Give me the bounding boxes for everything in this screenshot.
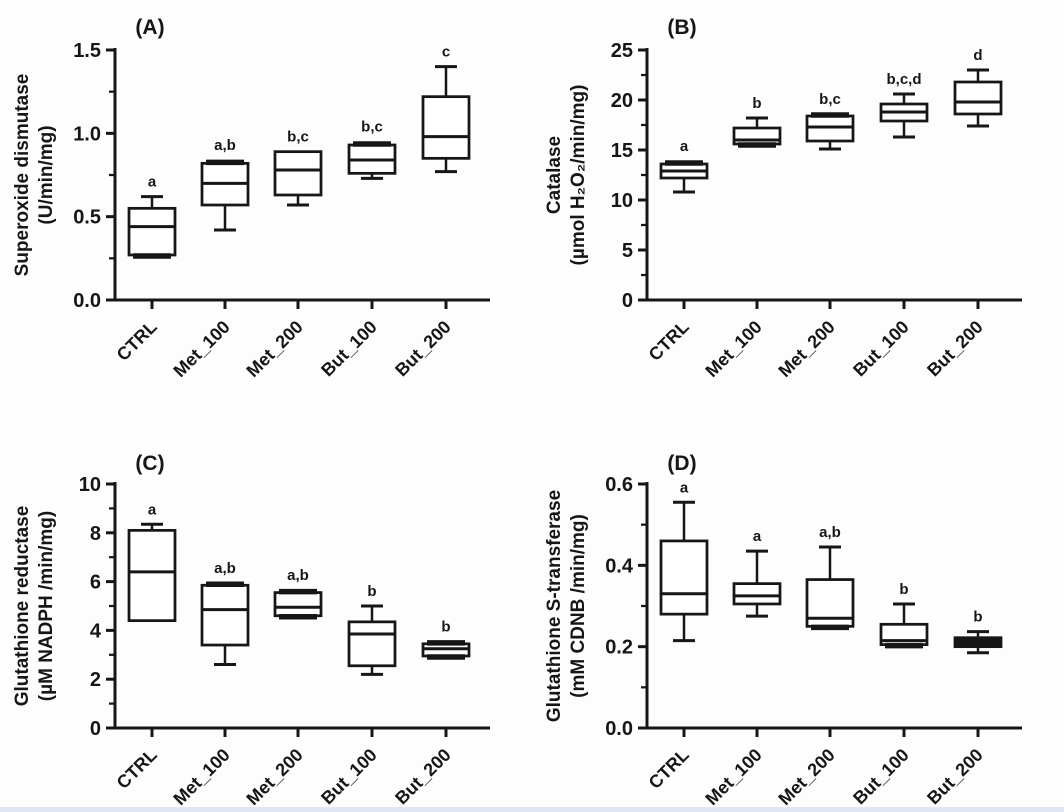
panel-label: (C) (135, 452, 164, 475)
x-tick-label: CTRL (645, 317, 693, 365)
x-tick-label: But_100 (317, 317, 381, 381)
panel-catalase: (B) 0 5 10 15 20 25 CTRL Met_100 Met_200 But_100 Bu… (532, 0, 1064, 406)
x-tick-label: Met_200 (774, 317, 838, 381)
y-tick-label: 0.4 (605, 555, 634, 577)
significance-letter: b (973, 609, 982, 626)
panel-label: (B) (667, 16, 696, 39)
y-axis-title-line2: (µM NADPH /min/mg) (36, 511, 57, 701)
x-tick-label: Met_100 (701, 745, 765, 809)
significance-letter: a (148, 501, 157, 518)
y-axis-title-line2: (mM CDNB /min/mg) (568, 514, 589, 698)
box (347, 620, 397, 668)
y-tick-label: 10 (611, 190, 633, 212)
x-tick-label: But_200 (923, 317, 987, 381)
y-axis-title-line1: Superoxide dismutase (12, 74, 33, 277)
y-tick-label: 8 (90, 523, 101, 545)
x-tick-label: Met_100 (169, 745, 233, 809)
x-tick-label: CTRL (113, 317, 161, 365)
x-tick-label: CTRL (645, 745, 693, 793)
y-tick-label: 20 (611, 90, 633, 112)
y-tick-label: 15 (611, 140, 633, 162)
bottom-border (0, 807, 1064, 812)
significance-letter: b (367, 583, 376, 600)
x-tick-label: CTRL (113, 745, 161, 793)
significance-letter: a (680, 138, 689, 155)
significance-letter: a,b (819, 524, 841, 541)
significance-letter: b,c (287, 129, 309, 146)
boxplot-D: (D) 0.0 0.2 0.4 0.6 CTRL Met_100 Met_200 But_100… (544, 452, 1022, 809)
significance-letter: b (752, 95, 761, 112)
y-tick-label: 0 (90, 718, 101, 740)
significance-letter: a (680, 479, 689, 496)
y-tick-label: 5 (622, 240, 633, 262)
significance-letter: a (753, 528, 762, 545)
significance-letter: a,b (214, 560, 236, 577)
y-tick-label: 0.6 (605, 474, 633, 496)
y-tick-label: 4 (90, 620, 102, 642)
box (200, 583, 250, 647)
panel-superoxide-dismutase: (A) 0.0 0.5 1.0 1.5 CTRL Met_100 Met_200 But_100… (0, 0, 532, 406)
boxplot-A: (A) 0.0 0.5 1.0 1.5 CTRL Met_100 Met_200 But_100… (12, 16, 490, 381)
x-tick-label: Met_200 (242, 745, 306, 809)
y-tick-label: 0 (622, 290, 633, 312)
box (127, 528, 177, 623)
y-tick-label: 2 (90, 669, 101, 691)
y-axis-title-line2: (U/min/mg) (36, 125, 57, 224)
significance-letter: b,c,d (886, 71, 921, 88)
y-tick-label: 1.0 (73, 123, 101, 145)
x-tick-label: Met_200 (242, 317, 306, 381)
x-tick-label: But_100 (317, 745, 381, 809)
x-tick-label: But_200 (923, 745, 987, 809)
y-axis-title-line1: Catalase (544, 136, 565, 214)
box (273, 591, 323, 618)
panel-label: (A) (135, 16, 164, 39)
x-tick-label: Met_200 (774, 745, 838, 809)
y-tick-label: 0.0 (73, 290, 101, 312)
x-tick-label: Met_100 (169, 317, 233, 381)
x-tick-label: Met_100 (701, 317, 765, 381)
significance-letter: a (148, 174, 157, 191)
significance-letter: c (442, 44, 450, 61)
panel-label: (D) (667, 452, 696, 475)
x-tick-label: But_100 (849, 745, 913, 809)
box (127, 206, 177, 257)
significance-letter: b,c (819, 91, 841, 108)
panel-glutathione-reductase: (C) 0 2 4 6 8 10 CTRL Met_100 Met_200 But_100 But_2… (0, 406, 532, 812)
significance-letter: d (973, 47, 982, 64)
y-axis-title-line2: (µmol H₂O₂/min/mg) (568, 85, 589, 266)
box (273, 150, 323, 197)
y-tick-label: 10 (79, 474, 101, 496)
y-axis-title-line1: Glutathione S-transferase (544, 490, 565, 722)
box (953, 80, 1003, 116)
significance-letter: b (899, 581, 908, 598)
significance-letter: b,c (361, 119, 383, 136)
boxplot-C: (C) 0 2 4 6 8 10 CTRL Met_100 Met_200 But_100 But_2… (12, 452, 490, 809)
boxplot-B: (B) 0 5 10 15 20 25 CTRL Met_100 Met_200 But_100 Bu… (544, 16, 1022, 381)
y-axis-title-line1: Glutathione reductase (12, 506, 33, 707)
significance-letter: a,b (214, 137, 236, 154)
x-tick-label: But_200 (391, 745, 455, 809)
box (732, 582, 782, 606)
box (659, 539, 709, 616)
y-tick-label: 0.5 (73, 207, 101, 229)
y-tick-label: 0.2 (605, 637, 633, 659)
significance-letter: b (441, 618, 450, 635)
y-tick-label: 1.5 (73, 40, 101, 62)
x-tick-label: But_100 (849, 317, 913, 381)
y-tick-label: 25 (611, 40, 633, 62)
panel-glutathione-s-transferase: (D) 0.0 0.2 0.4 0.6 CTRL Met_100 Met_200 But_100… (532, 406, 1064, 812)
x-tick-label: But_200 (391, 317, 455, 381)
y-tick-label: 6 (90, 572, 101, 594)
box (732, 126, 782, 146)
y-tick-label: 0.0 (605, 718, 633, 740)
significance-letter: a,b (287, 567, 309, 584)
box (421, 95, 471, 160)
